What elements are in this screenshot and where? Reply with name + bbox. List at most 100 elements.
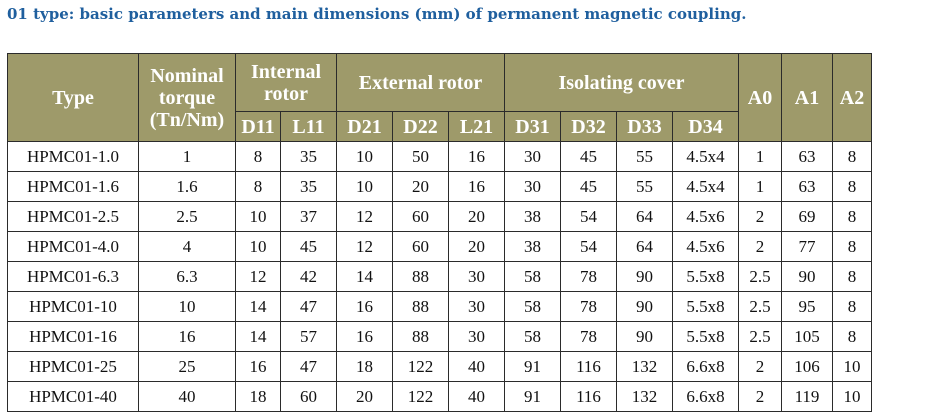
cell-d32: 45 [560,141,617,172]
cell-l11: 37 [280,201,337,232]
cell-d31: 58 [504,261,561,292]
table-row: HPMC01-10 10 14 47 16 88 30 58 78 90 5.5x8 2.5 95 8 [7,291,872,322]
cell-a1: 106 [781,351,833,382]
cell-d11: 12 [235,261,281,292]
cell-a0: 1 [738,141,782,172]
cell-d31: 38 [504,201,561,232]
page-title: 01 type: basic parameters and main dimen… [7,5,747,23]
cell-a0: 1 [738,171,782,202]
table-body: HPMC01-1.0 1 8 35 10 50 16 30 45 55 4.5x4 1 63 8 HPMC0… [7,141,872,412]
cell-d33: 64 [616,231,673,262]
cell-l21: 16 [448,171,505,202]
cell-d21: 16 [336,291,393,322]
table-row: HPMC01-1.6 1.6 8 35 10 20 16 30 45 55 4.5x4 1 63 8 [7,171,872,202]
cell-d32: 78 [560,291,617,322]
cell-type: HPMC01-25 [7,351,139,382]
cell-d32: 116 [560,351,617,382]
cell-d11: 8 [235,141,281,172]
cell-d33: 132 [616,351,673,382]
cell-nominal-torque: 4 [138,231,236,262]
cell-d21: 14 [336,261,393,292]
cell-d21: 12 [336,201,393,232]
header-row-sub: D11 L11 D21 D22 L21 D31 D32 D33 D34 [8,111,872,142]
cell-d32: 116 [560,381,617,412]
header-d11: D11 [235,111,281,142]
cell-d22: 50 [392,141,449,172]
header-a1: A1 [781,53,833,142]
cell-nominal-torque: 16 [138,321,236,352]
cell-a2: 8 [832,201,872,232]
cell-a1: 77 [781,231,833,262]
header-internal-line2: rotor [263,82,309,105]
cell-d32: 45 [560,171,617,202]
table-row: HPMC01-25 25 16 47 18 122 40 91 116 132 6.6x8 2 106 1… [7,351,872,382]
spec-table: Type Nominal torque (Tn/Nm) Internal rot… [7,53,872,412]
cell-d22: 88 [392,321,449,352]
cell-d21: 16 [336,321,393,352]
cell-d11: 14 [235,321,281,352]
header-a0: A0 [738,53,782,142]
cell-d21: 10 [336,171,393,202]
cell-d34: 4.5x4 [672,171,739,202]
cell-d33: 55 [616,171,673,202]
table-row: HPMC01-6.3 6.3 12 42 14 88 30 58 78 90 5.5x8 2.5 90 8 [7,261,872,292]
cell-type: HPMC01-6.3 [7,261,139,292]
cell-l11: 42 [280,261,337,292]
cell-d11: 14 [235,291,281,322]
cell-nominal-torque: 1 [138,141,236,172]
header-type: Type [7,53,139,142]
cell-l21: 30 [448,291,505,322]
cell-d11: 18 [235,381,281,412]
cell-d33: 132 [616,381,673,412]
cell-a2: 8 [832,171,872,202]
cell-d32: 54 [560,201,617,232]
cell-type: HPMC01-2.5 [7,201,139,232]
cell-a1: 63 [781,171,833,202]
cell-d31: 91 [504,381,561,412]
cell-a0: 2 [738,201,782,232]
cell-d33: 90 [616,261,673,292]
cell-nominal-torque: 1.6 [138,171,236,202]
cell-a2: 8 [832,291,872,322]
cell-a1: 69 [781,201,833,232]
cell-d33: 90 [616,291,673,322]
cell-l11: 47 [280,351,337,382]
table-row: HPMC01-2.5 2.5 10 37 12 60 20 38 54 64 4.5x6 2 69 8 [7,201,872,232]
cell-d32: 78 [560,261,617,292]
header-isolating-cover: Isolating cover [504,53,739,112]
table-row: HPMC01-16 16 14 57 16 88 30 58 78 90 5.5x8 2.5 105 8 [7,321,872,352]
cell-d22: 122 [392,381,449,412]
cell-d34: 6.6x8 [672,351,739,382]
cell-d11: 16 [235,351,281,382]
cell-d33: 64 [616,201,673,232]
header-d22: D22 [392,111,449,142]
cell-d33: 90 [616,321,673,352]
cell-d33: 55 [616,141,673,172]
table-row: HPMC01-40 40 18 60 20 122 40 91 116 132 6.6x8 2 119 1… [7,381,872,412]
header-nominal-line1: Nominal [150,64,224,87]
cell-l21: 16 [448,141,505,172]
cell-a2: 8 [832,261,872,292]
cell-a1: 90 [781,261,833,292]
cell-d32: 54 [560,231,617,262]
cell-d34: 5.5x8 [672,261,739,292]
cell-l11: 45 [280,231,337,262]
header-nominal-torque: Nominal torque (Tn/Nm) [138,53,236,142]
cell-d34: 6.6x8 [672,381,739,412]
cell-d22: 20 [392,171,449,202]
header-row-main: Type Nominal torque (Tn/Nm) Internal rot… [7,53,872,142]
cell-type: HPMC01-16 [7,321,139,352]
cell-a1: 119 [781,381,833,412]
table-row: HPMC01-4.0 4 10 45 12 60 20 38 54 64 4.5x6 2 77 8 [7,231,872,262]
header-d32: D32 [560,111,617,142]
header-l21: L21 [448,111,505,142]
cell-nominal-torque: 25 [138,351,236,382]
cell-nominal-torque: 40 [138,381,236,412]
cell-d22: 122 [392,351,449,382]
cell-l11: 57 [280,321,337,352]
cell-a1: 95 [781,291,833,322]
cell-a2: 8 [832,321,872,352]
cell-a0: 2.5 [738,291,782,322]
cell-d31: 38 [504,231,561,262]
cell-d22: 88 [392,291,449,322]
